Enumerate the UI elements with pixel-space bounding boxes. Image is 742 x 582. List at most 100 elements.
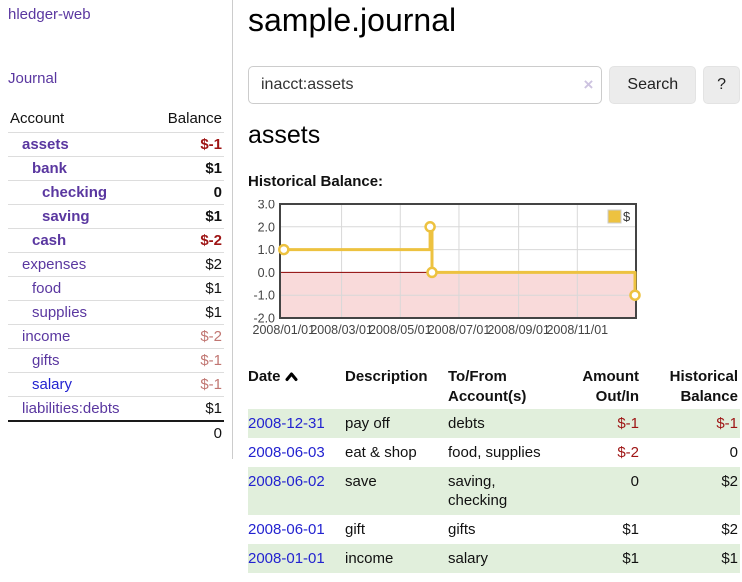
sidebar-account-link[interactable]: assets [22, 136, 69, 153]
sidebar-account-link[interactable]: income [22, 328, 71, 345]
account-balance: $1 [150, 300, 224, 325]
transaction-balance: $1 [721, 550, 738, 567]
transaction-description: save [345, 473, 377, 490]
svg-text:2.0: 2.0 [258, 220, 275, 234]
search-input-wrap: × [248, 66, 603, 104]
transaction-accounts: gifts [448, 521, 476, 538]
transaction-date-link[interactable]: 2008-06-02 [248, 473, 325, 490]
clear-search-icon[interactable]: × [583, 75, 594, 94]
search-button[interactable]: Search [609, 66, 697, 104]
sidebar-account-link[interactable]: cash [32, 232, 67, 249]
account-balance: $-2 [150, 324, 224, 349]
account-balance: $-1 [150, 132, 224, 157]
svg-text:2008/07/01: 2008/07/01 [428, 323, 491, 337]
register-header-accounts: To/From Account(s) [448, 368, 527, 405]
register-row: 2008-06-01 gift gifts $1 $2 [248, 515, 740, 544]
account-row: gifts $-1 [8, 348, 224, 373]
svg-text:3.0: 3.0 [258, 200, 275, 212]
account-balance: $-2 [150, 228, 224, 253]
transaction-accounts: saving, checking [448, 473, 508, 509]
accounts-header-balance: Balance [167, 110, 222, 127]
svg-text:2008/11/01: 2008/11/01 [546, 323, 608, 337]
sidebar-account-link[interactable]: expenses [22, 256, 87, 273]
account-row: cash $-2 [8, 228, 224, 253]
account-balance: $1 [150, 204, 224, 229]
account-heading: assets [248, 121, 321, 149]
account-row: food $1 [8, 276, 224, 301]
account-balance: $1 [150, 156, 224, 181]
sidebar-account-link[interactable]: food [32, 280, 62, 297]
account-balance: $-1 [150, 372, 224, 397]
search-bar: × Search ? [248, 66, 740, 104]
transaction-amount: $-2 [617, 444, 639, 461]
sidebar-item-journal[interactable]: Journal [8, 70, 58, 87]
transaction-amount: $1 [622, 521, 639, 538]
transaction-accounts: debts [448, 415, 485, 432]
account-balance: $-1 [150, 348, 224, 373]
transaction-date-link[interactable]: 2008-06-03 [248, 444, 325, 461]
account-row: checking 0 [8, 180, 224, 205]
sidebar-account-link[interactable]: checking [42, 184, 108, 201]
transaction-description: income [345, 550, 394, 567]
sidebar-account-link[interactable]: saving [42, 208, 90, 225]
historical-balance-chart: $3.0 2.0 1.0 0.0 -1.0 -2.0 2008/01/01 2008/03/0… [248, 198, 740, 347]
svg-text:1.0: 1.0 [258, 243, 275, 257]
account-row: assets $-1 [8, 132, 224, 157]
sidebar-account-link[interactable]: bank [32, 160, 68, 177]
account-row: salary $-1 [8, 372, 224, 397]
transaction-description: gift [345, 521, 366, 538]
account-balance: $1 [150, 276, 224, 301]
svg-text:-2.0: -2.0 [253, 312, 275, 326]
register-header-balance: Historical Balance [669, 368, 738, 405]
accounts-table: Account Balance assets $-1 bank $1 checking 0… [8, 107, 224, 445]
help-button[interactable]: ? [703, 66, 740, 104]
account-row: expenses $2 [8, 252, 224, 277]
transaction-date-link[interactable]: 2008-01-01 [248, 550, 325, 567]
accounts-header-account: Account [10, 110, 65, 127]
svg-text:2008/05/01: 2008/05/01 [369, 323, 432, 337]
account-row: bank $1 [8, 156, 224, 181]
sidebar-account-link[interactable]: salary [32, 376, 73, 393]
transaction-date-link[interactable]: 2008-12-31 [248, 415, 325, 432]
sidebar-account-link[interactable]: gifts [32, 352, 60, 369]
register-header-row: Date Description To/From Account(s) Amou… [248, 365, 740, 409]
register-header-date[interactable]: Date [248, 365, 345, 409]
transaction-date-link[interactable]: 2008-06-01 [248, 521, 325, 538]
transaction-description: eat & shop [345, 444, 417, 461]
register-header-description: Description [345, 368, 428, 385]
register-table-body: 2008-12-31 pay off debts $-1 $-1 2008-06-03 ea… [248, 409, 740, 573]
transaction-balance: $2 [721, 473, 738, 490]
transaction-amount: 0 [630, 473, 639, 490]
page-title: sample.journal [248, 2, 457, 38]
accounts-total-value: 0 [150, 420, 224, 445]
sidebar-account-link[interactable]: liabilities:debts [22, 400, 120, 417]
legend-swatch [607, 209, 622, 224]
transaction-accounts: salary [448, 550, 489, 567]
transaction-balance: $2 [721, 521, 738, 538]
svg-text:2008/01/01: 2008/01/01 [253, 323, 316, 337]
sort-ascending-icon [285, 368, 298, 388]
transaction-amount: $1 [622, 550, 639, 567]
account-row: income $-2 [8, 324, 224, 349]
register-row: 2008-06-02 save saving, checking 0 $2 [248, 467, 740, 515]
svg-text:0.0: 0.0 [258, 266, 275, 280]
accounts-total-row: 0 [8, 420, 224, 445]
svg-text:2008/09/01: 2008/09/01 [487, 323, 550, 337]
svg-text:2008/03/01: 2008/03/01 [310, 323, 373, 337]
account-balance: $2 [150, 252, 224, 277]
search-input[interactable] [248, 66, 603, 104]
accounts-table-body: assets $-1 bank $1 checking 0 saving $1 cash $-2 e… [8, 132, 224, 421]
register-header-amount: Amount Out/In [582, 368, 639, 405]
svg-text:-1.0: -1.0 [253, 289, 275, 303]
account-row: liabilities:debts $1 [8, 396, 224, 421]
balance-chart-svg: $3.0 2.0 1.0 0.0 -1.0 -2.02008/01/012008/03/0… [253, 198, 641, 337]
sidebar-account-link[interactable]: supplies [32, 304, 88, 321]
sidebar: hledger-web Journal Account Balance asse… [0, 0, 233, 459]
main-content: sample.journal × Search ? assets Histori… [233, 0, 742, 573]
register-row: 2008-01-01 income salary $1 $1 [248, 544, 740, 573]
register-row: 2008-12-31 pay off debts $-1 $-1 [248, 409, 740, 438]
hledger-web-link[interactable]: hledger-web [8, 6, 91, 23]
account-balance: 0 [150, 180, 224, 205]
register-row: 2008-06-03 eat & shop food, supplies $-2 0 [248, 438, 740, 467]
transaction-accounts: food, supplies [448, 444, 541, 461]
